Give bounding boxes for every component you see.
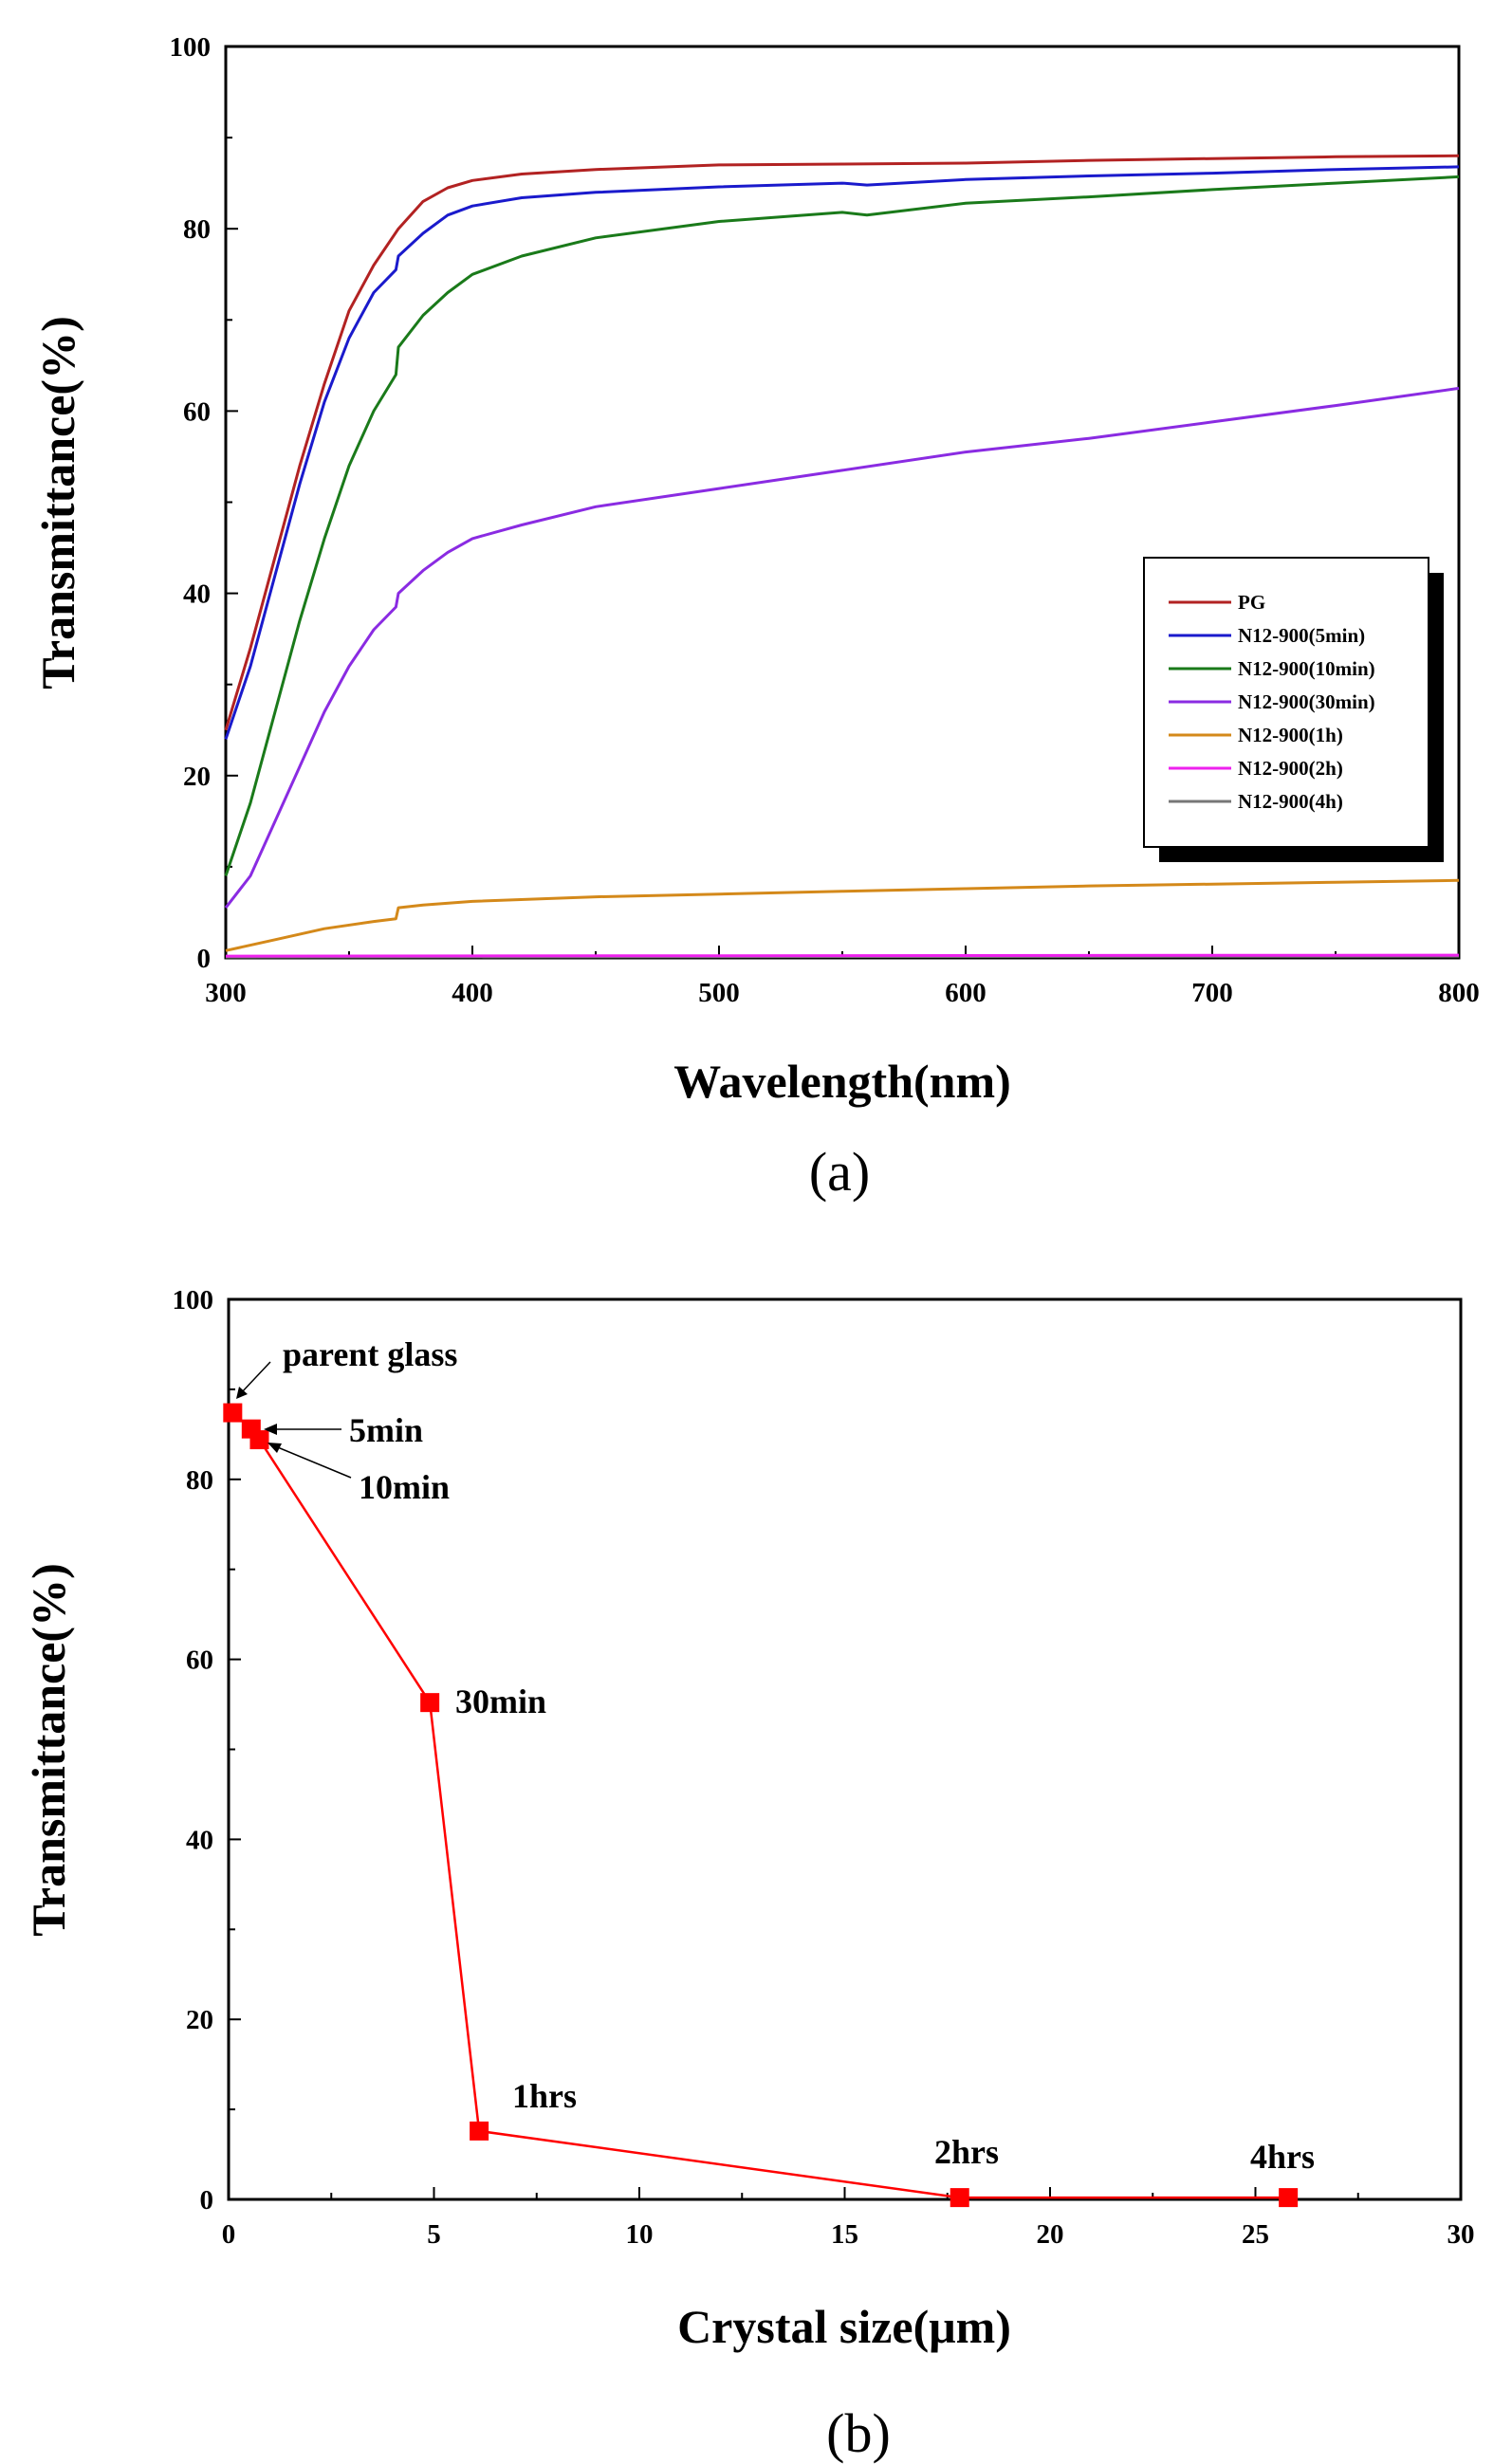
- series-line: [224, 154, 1460, 731]
- data-points-b: [223, 1403, 1299, 2208]
- y-tick-label: 100: [173, 1285, 214, 1315]
- series-lines-a: [224, 154, 1460, 959]
- y-tick-label: 60: [183, 396, 211, 427]
- x-tick-label: 20: [1037, 2219, 1064, 2250]
- series-line: [225, 878, 1460, 952]
- y-tick-label: 40: [183, 579, 211, 610]
- x-tick-label: 800: [1438, 978, 1480, 1008]
- x-tick-label: 500: [698, 978, 740, 1008]
- arrow-10min-head: [267, 1443, 282, 1453]
- data-point: [470, 2121, 489, 2141]
- annotation-4hrs: 4hrs: [1250, 2138, 1315, 2176]
- legend-label: N12-900(1h): [1238, 724, 1343, 746]
- x-tick-label: 600: [945, 978, 986, 1008]
- panel-label-a: (a): [809, 1141, 870, 1203]
- y-tick-label: 40: [186, 1825, 213, 1855]
- annotation-1hrs: 1hrs: [512, 2077, 577, 2115]
- data-point: [420, 1693, 440, 1713]
- y-tick-label: 0: [200, 2185, 214, 2216]
- annotation-10min: 10min: [359, 1468, 450, 1506]
- y-tick-label: 20: [186, 2005, 213, 2035]
- axis-ticks-a: 300 400 500 600 700 800 0 20 40 60 80 100: [170, 32, 1480, 1008]
- legend-label: PG: [1238, 591, 1265, 614]
- x-tick-label: 400: [452, 978, 493, 1008]
- data-point: [249, 1430, 269, 1450]
- y-tick-label: 20: [183, 762, 211, 792]
- annotations: parent glass 5min 10min 30min 1hrs 2hrs …: [283, 1335, 1315, 2176]
- data-point: [950, 2188, 969, 2208]
- data-point: [1279, 2188, 1299, 2208]
- annotation-5min: 5min: [349, 1411, 423, 1449]
- series-lines-b: [231, 1411, 1289, 2199]
- x-axis-title-b: Crystal size(μm): [677, 2300, 1011, 2353]
- x-tick-label: 15: [831, 2219, 858, 2250]
- x-tick-label: 0: [222, 2219, 236, 2250]
- legend-label: N12-900(4h): [1238, 790, 1343, 813]
- x-axis-title-a: Wavelength(nm): [673, 1055, 1011, 1108]
- y-tick-label: 80: [183, 214, 211, 245]
- annotation-arrows: [236, 1361, 352, 1479]
- panel-label-b: (b): [826, 2402, 891, 2464]
- y-axis-title-b: Transmittance(%): [22, 1563, 75, 1936]
- arrow-5min-head: [264, 1424, 277, 1435]
- chart-panel-a: 300 400 500 600 700 800 0 20 40 60 80 100 PG N12-900…: [31, 32, 1480, 1203]
- series-line: [224, 175, 1460, 876]
- legend: PG N12-900(5min) N12-900(10min) N12-900(30m…: [1143, 557, 1444, 862]
- y-tick-label: 60: [186, 1646, 213, 1676]
- y-tick-label: 80: [186, 1465, 213, 1496]
- x-tick-label: 300: [205, 978, 247, 1008]
- x-tick-label: 25: [1242, 2219, 1269, 2250]
- chart-panel-b: 0 5 10 15 20 25 30 0 20 40 60 80 100 parent glass 5m…: [22, 1285, 1475, 2464]
- series-line: [224, 386, 1460, 910]
- data-point: [223, 1403, 243, 1423]
- y-tick-label: 0: [197, 944, 212, 974]
- arrow-parent-glass: [239, 1361, 271, 1395]
- legend-label: N12-900(30min): [1238, 690, 1375, 713]
- x-tick-label: 700: [1191, 978, 1233, 1008]
- series-line: [224, 165, 1460, 740]
- series-line: [231, 1411, 1289, 2199]
- legend-label: N12-900(2h): [1238, 757, 1343, 780]
- legend-label: N12-900(5min): [1238, 624, 1365, 647]
- arrow-10min: [272, 1444, 352, 1479]
- y-axis-title-a: Transmittance(%): [31, 316, 84, 689]
- series-line: [225, 953, 1460, 958]
- annotation-30min: 30min: [455, 1683, 546, 1720]
- annotation-parent-glass: parent glass: [283, 1335, 457, 1373]
- arrow-parent-glass-head: [236, 1387, 248, 1399]
- x-tick-label: 5: [427, 2219, 441, 2250]
- annotation-2hrs: 2hrs: [934, 2133, 999, 2171]
- y-tick-label: 100: [170, 32, 212, 63]
- x-tick-label: 30: [1447, 2219, 1475, 2250]
- legend-items: PG N12-900(5min) N12-900(10min) N12-900(30m…: [1169, 591, 1375, 813]
- x-tick-label: 10: [626, 2219, 654, 2250]
- legend-label: N12-900(10min): [1238, 657, 1375, 680]
